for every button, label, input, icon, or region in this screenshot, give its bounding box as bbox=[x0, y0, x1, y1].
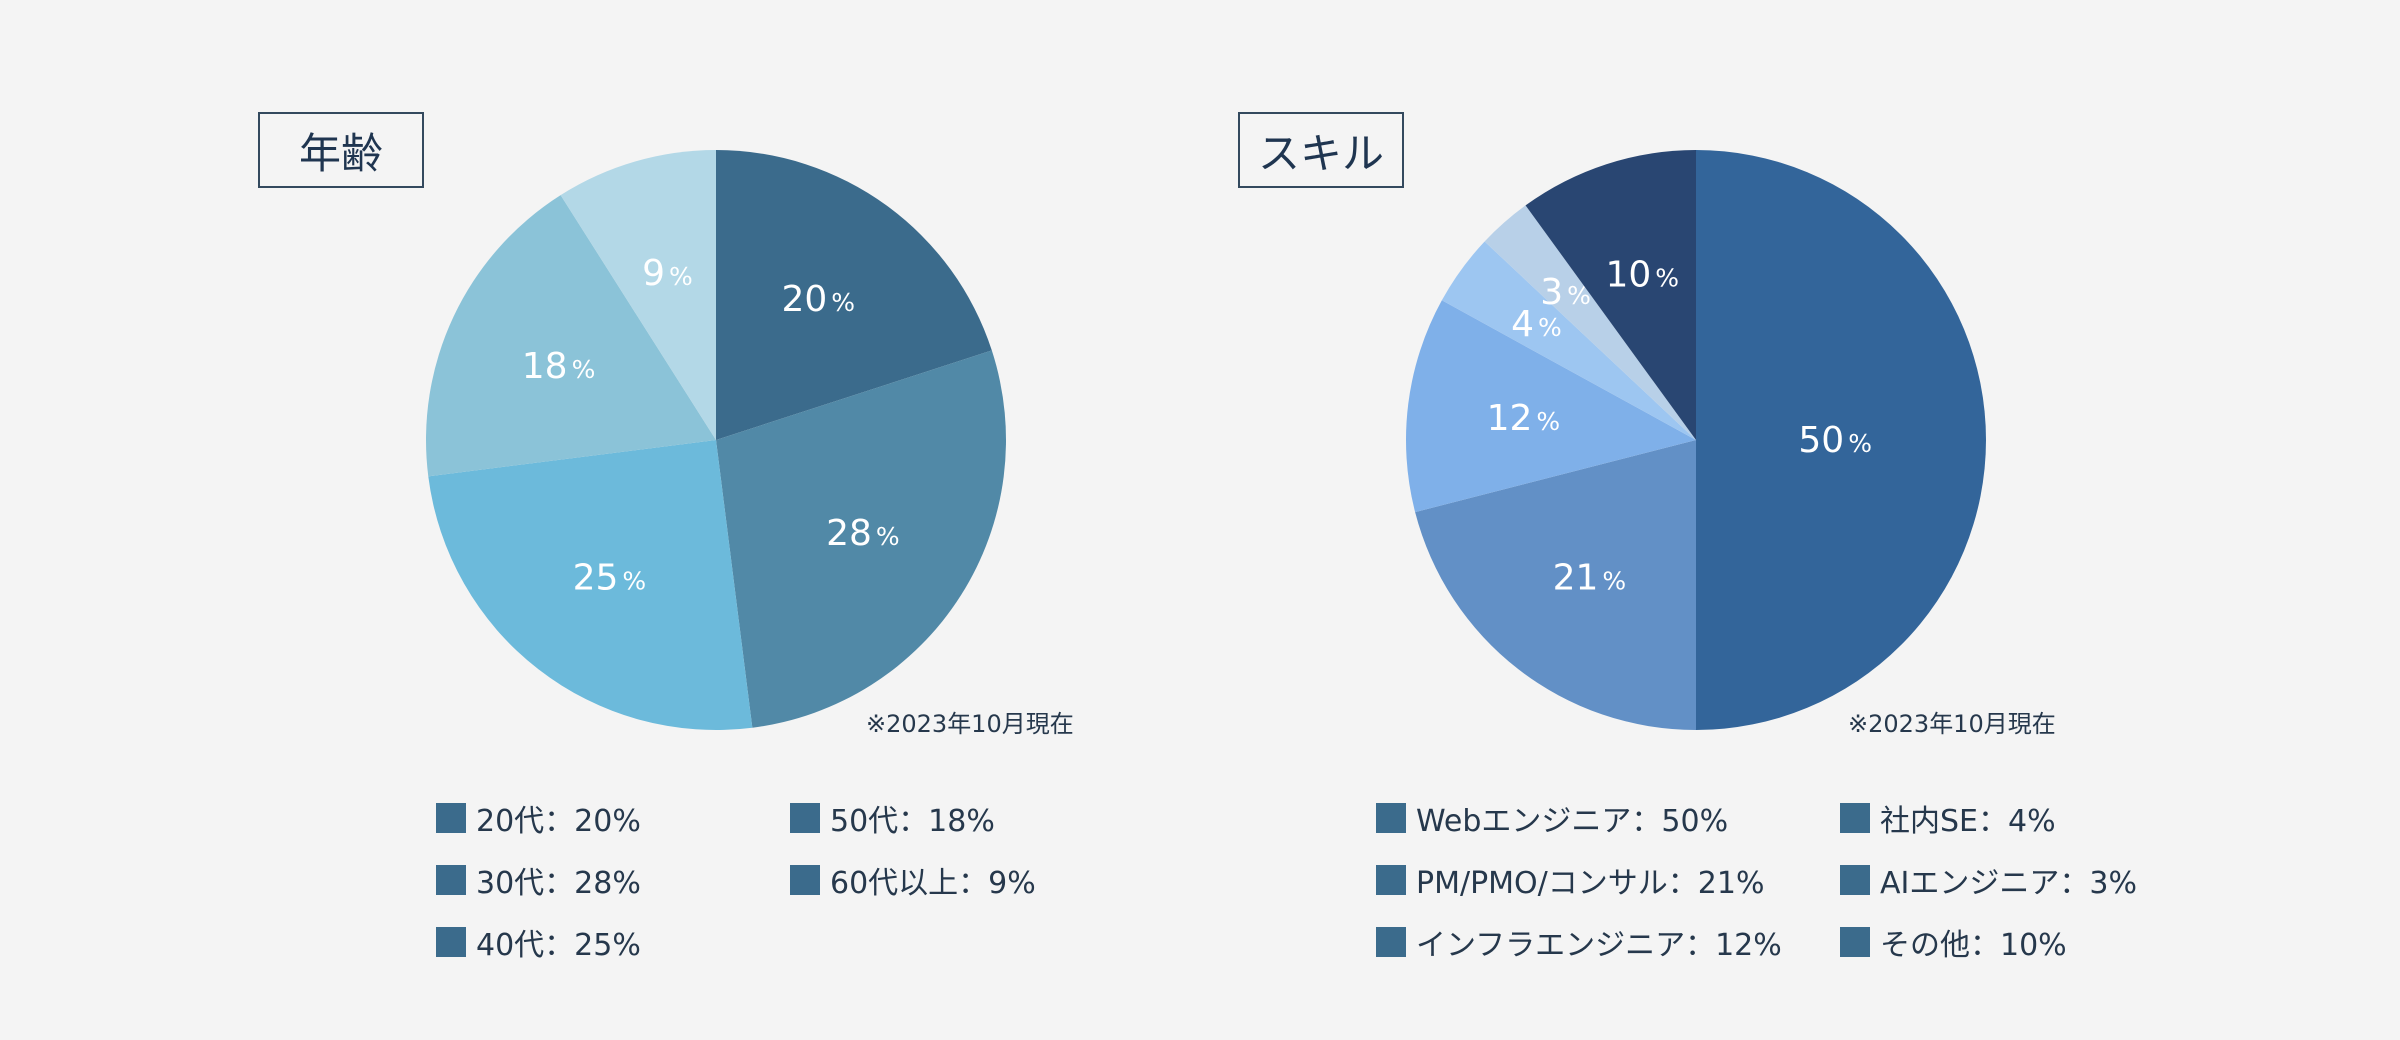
skill-chart-panel: スキル 50% 21% 12% 4% 3% 10% ※2023年10月現在 Webエンジニ… bbox=[980, 0, 2180, 1040]
legend-swatch bbox=[1376, 865, 1406, 895]
age-legend-item-30s: 30代：28% bbox=[436, 858, 641, 902]
age-pie-data-label: 9% bbox=[642, 253, 693, 294]
skill-legend-item-infra-engineer: インフラエンジニア：12% bbox=[1376, 920, 1782, 964]
skill-pie-data-label: 10% bbox=[1605, 255, 1679, 296]
skill-pie-slice bbox=[1696, 150, 1986, 730]
skill-chart-note: ※2023年10月現在 bbox=[1848, 710, 2056, 738]
legend-label: PM/PMO/コンサル：21% bbox=[1416, 866, 1765, 901]
legend-label: Webエンジニア：50% bbox=[1416, 804, 1729, 839]
age-pie-data-label: 18% bbox=[522, 346, 596, 387]
legend-label: 60代以上：9% bbox=[830, 866, 1036, 901]
skill-pie-data-label: 4% bbox=[1511, 304, 1562, 345]
legend-swatch bbox=[790, 803, 820, 833]
skill-pie-data-label: 12% bbox=[1487, 398, 1561, 439]
age-chart-panel: 年齢 20% 28% 25% 18% 9% ※2023年10月現在 20代：20% 30… bbox=[258, 112, 1074, 964]
legend-swatch bbox=[1376, 927, 1406, 957]
legend-label: その他：10% bbox=[1880, 928, 2067, 963]
legend-label: 社内SE：4% bbox=[1880, 804, 2056, 839]
legend-swatch bbox=[1376, 803, 1406, 833]
legend-label: AIエンジニア：3% bbox=[1880, 866, 2137, 901]
skill-pie-data-label: 50% bbox=[1798, 420, 1872, 461]
legend-swatch bbox=[436, 927, 466, 957]
skill-chart-title: スキル bbox=[1238, 112, 1404, 188]
skill-legend-item-pm-consultant: PM/PMO/コンサル：21% bbox=[1376, 858, 1764, 902]
skill-legend-item-ai-engineer: AIエンジニア：3% bbox=[1840, 858, 2137, 902]
legend-swatch bbox=[1840, 803, 1870, 833]
age-chart-note: ※2023年10月現在 bbox=[866, 710, 1074, 738]
legend-swatch bbox=[790, 865, 820, 895]
skill-pie-data-label: 21% bbox=[1553, 557, 1627, 598]
skill-pie-slice bbox=[1525, 150, 1696, 440]
legend-swatch bbox=[1840, 927, 1870, 957]
age-chart-title: 年齢 bbox=[258, 112, 424, 188]
age-pie-data-label: 20% bbox=[781, 279, 855, 320]
age-pie-slice bbox=[716, 350, 1006, 728]
legend-swatch bbox=[1840, 865, 1870, 895]
age-pie-slice bbox=[426, 195, 716, 477]
age-legend-item-60s-plus: 60代以上：9% bbox=[790, 858, 1036, 902]
age-pie-data-label: 28% bbox=[826, 513, 900, 554]
legend-label: インフラエンジニア：12% bbox=[1416, 928, 1782, 963]
skill-pie-slice bbox=[1406, 300, 1696, 513]
age-pie-slice bbox=[560, 150, 716, 440]
skill-legend-item-web-engineer: Webエンジニア：50% bbox=[1376, 796, 1728, 840]
age-legend-item-50s: 50代：18% bbox=[790, 796, 995, 840]
legend-label: 20代：20% bbox=[476, 804, 641, 839]
skill-pie-data-label: 3% bbox=[1540, 272, 1591, 313]
skill-pie-slice bbox=[1484, 205, 1696, 440]
legend-label: 50代：18% bbox=[830, 804, 995, 839]
legend-swatch bbox=[436, 803, 466, 833]
age-legend-item-40s: 40代：25% bbox=[436, 920, 641, 964]
legend-label: 40代：25% bbox=[476, 928, 641, 963]
age-legend-item-20s: 20代：20% bbox=[436, 796, 641, 840]
skill-pie-slice bbox=[1415, 440, 1696, 730]
skill-legend-item-internal-se: 社内SE：4% bbox=[1840, 796, 2056, 840]
skill-pie-chart: 50 % 21 % 12 % 4 %3 % 10% bbox=[1406, 150, 1986, 730]
age-pie-slice bbox=[716, 150, 992, 440]
legend-swatch bbox=[436, 865, 466, 895]
skill-pie-slice bbox=[1441, 241, 1696, 440]
legend-label: 30代：28% bbox=[476, 866, 641, 901]
skill-legend-item-other: その他：10% bbox=[1840, 920, 2067, 964]
age-pie-chart: 20 % 28 % 25 % 18 % 9% bbox=[426, 150, 1006, 730]
age-pie-data-label: 25% bbox=[573, 557, 647, 598]
age-pie-slice bbox=[428, 440, 753, 730]
